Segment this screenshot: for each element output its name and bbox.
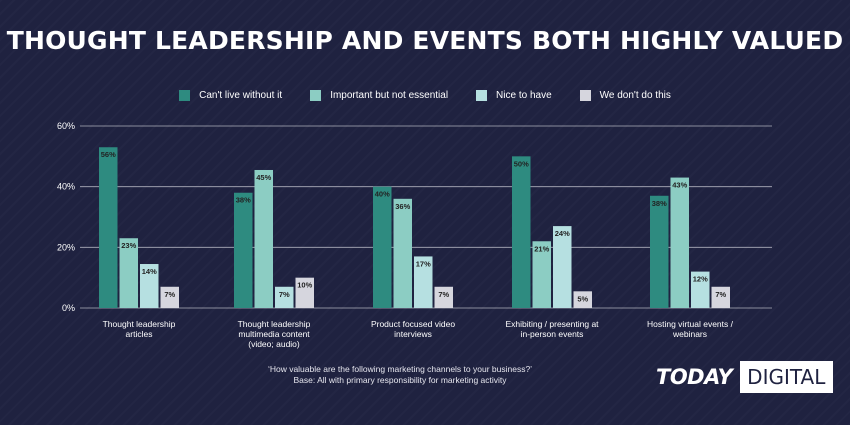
bar	[254, 169, 273, 308]
legend-label: Important but not essential	[330, 90, 449, 101]
legend-label: Nice to have	[496, 90, 552, 101]
bar-value-label: 10%	[297, 281, 312, 290]
bar-value-label: 12%	[693, 275, 708, 284]
legend-item: We don't do this	[579, 90, 671, 101]
legend-swatch	[476, 90, 488, 101]
legend: Can't live without it Important but not e…	[0, 90, 850, 101]
today-digital-logo: TODAY DIGITAL	[656, 360, 834, 394]
x-category-label: articles	[126, 329, 153, 339]
bar-value-label: 7%	[438, 290, 449, 299]
bar	[512, 156, 531, 308]
bar-value-label: 50%	[514, 159, 529, 168]
bar-value-label: 38%	[236, 196, 251, 205]
x-category-label: Thought leadership	[238, 319, 311, 329]
x-category-label: Product focused video	[371, 319, 455, 329]
bar	[650, 195, 669, 308]
y-tick-label: 40%	[57, 182, 75, 192]
logo-word-digital: DIGITAL	[740, 361, 834, 393]
x-category-label: webinars	[672, 329, 707, 339]
bar	[711, 286, 730, 308]
chart-title: THOUGHT LEADERSHIP AND EVENTS BOTH HIGHL…	[6, 26, 844, 55]
bar-value-label: 40%	[375, 190, 390, 199]
bar	[434, 286, 453, 308]
bar-value-label: 17%	[416, 259, 431, 268]
bar-value-label: 5%	[577, 294, 588, 303]
bar-value-label: 7%	[715, 290, 726, 299]
footnote: ‘How valuable are the following marketin…	[200, 364, 600, 386]
legend-label: Can't live without it	[199, 90, 283, 101]
legend-label: We don't do this	[599, 90, 671, 101]
bar	[99, 147, 118, 308]
bar	[691, 271, 710, 308]
x-category-label: Thought leadership	[103, 319, 176, 329]
x-category-label: Hosting virtual events /	[647, 319, 734, 329]
bar-value-label: 7%	[164, 290, 175, 299]
bar	[553, 226, 572, 308]
x-category-label: (video; audio)	[248, 339, 300, 349]
bar-value-label: 24%	[555, 229, 570, 238]
y-tick-label: 60%	[57, 121, 75, 131]
bar	[414, 256, 433, 308]
bar-value-label: 45%	[256, 173, 271, 182]
bar-value-label: 56%	[101, 150, 116, 159]
footnote-question: ‘How valuable are the following marketin…	[267, 364, 533, 374]
bar-value-label: 36%	[395, 202, 410, 211]
bar-value-label: 21%	[534, 244, 549, 253]
x-category-label: multimedia content	[238, 329, 310, 339]
bar	[532, 241, 551, 308]
bar	[119, 238, 138, 308]
legend-swatch	[579, 90, 591, 101]
bar	[160, 286, 179, 308]
legend-swatch	[179, 90, 191, 101]
bar	[140, 264, 159, 308]
bar	[373, 186, 392, 308]
legend-item: Can't live without it	[179, 90, 282, 101]
bar-chart: 0% 20% 40% 60% 56% 23% 14% 7% Thought leadership…	[57, 121, 772, 349]
legend-swatch	[310, 90, 322, 101]
bar-value-label: 14%	[142, 267, 157, 276]
bar-value-label: 38%	[652, 199, 667, 208]
x-category-label: Exhibiting / presenting at	[505, 319, 599, 329]
bar	[393, 198, 412, 308]
y-tick-label: 20%	[57, 242, 75, 252]
bar-value-label: 23%	[121, 241, 136, 250]
bar-value-label: 43%	[672, 181, 687, 190]
footnote-base: Base: All with primary responsibility fo…	[293, 375, 507, 385]
y-tick-label: 0%	[62, 303, 75, 313]
bar	[573, 291, 592, 308]
logo-word-today: TODAY	[656, 365, 733, 389]
bar	[670, 177, 689, 308]
x-category-label: in-person events	[521, 329, 584, 339]
bar	[295, 277, 314, 308]
bar	[234, 192, 253, 308]
bar	[275, 286, 294, 308]
x-category-label: interviews	[394, 329, 432, 339]
bar-value-label: 7%	[279, 290, 290, 299]
legend-item: Important but not essential	[310, 90, 448, 101]
legend-item: Nice to have	[476, 90, 552, 101]
